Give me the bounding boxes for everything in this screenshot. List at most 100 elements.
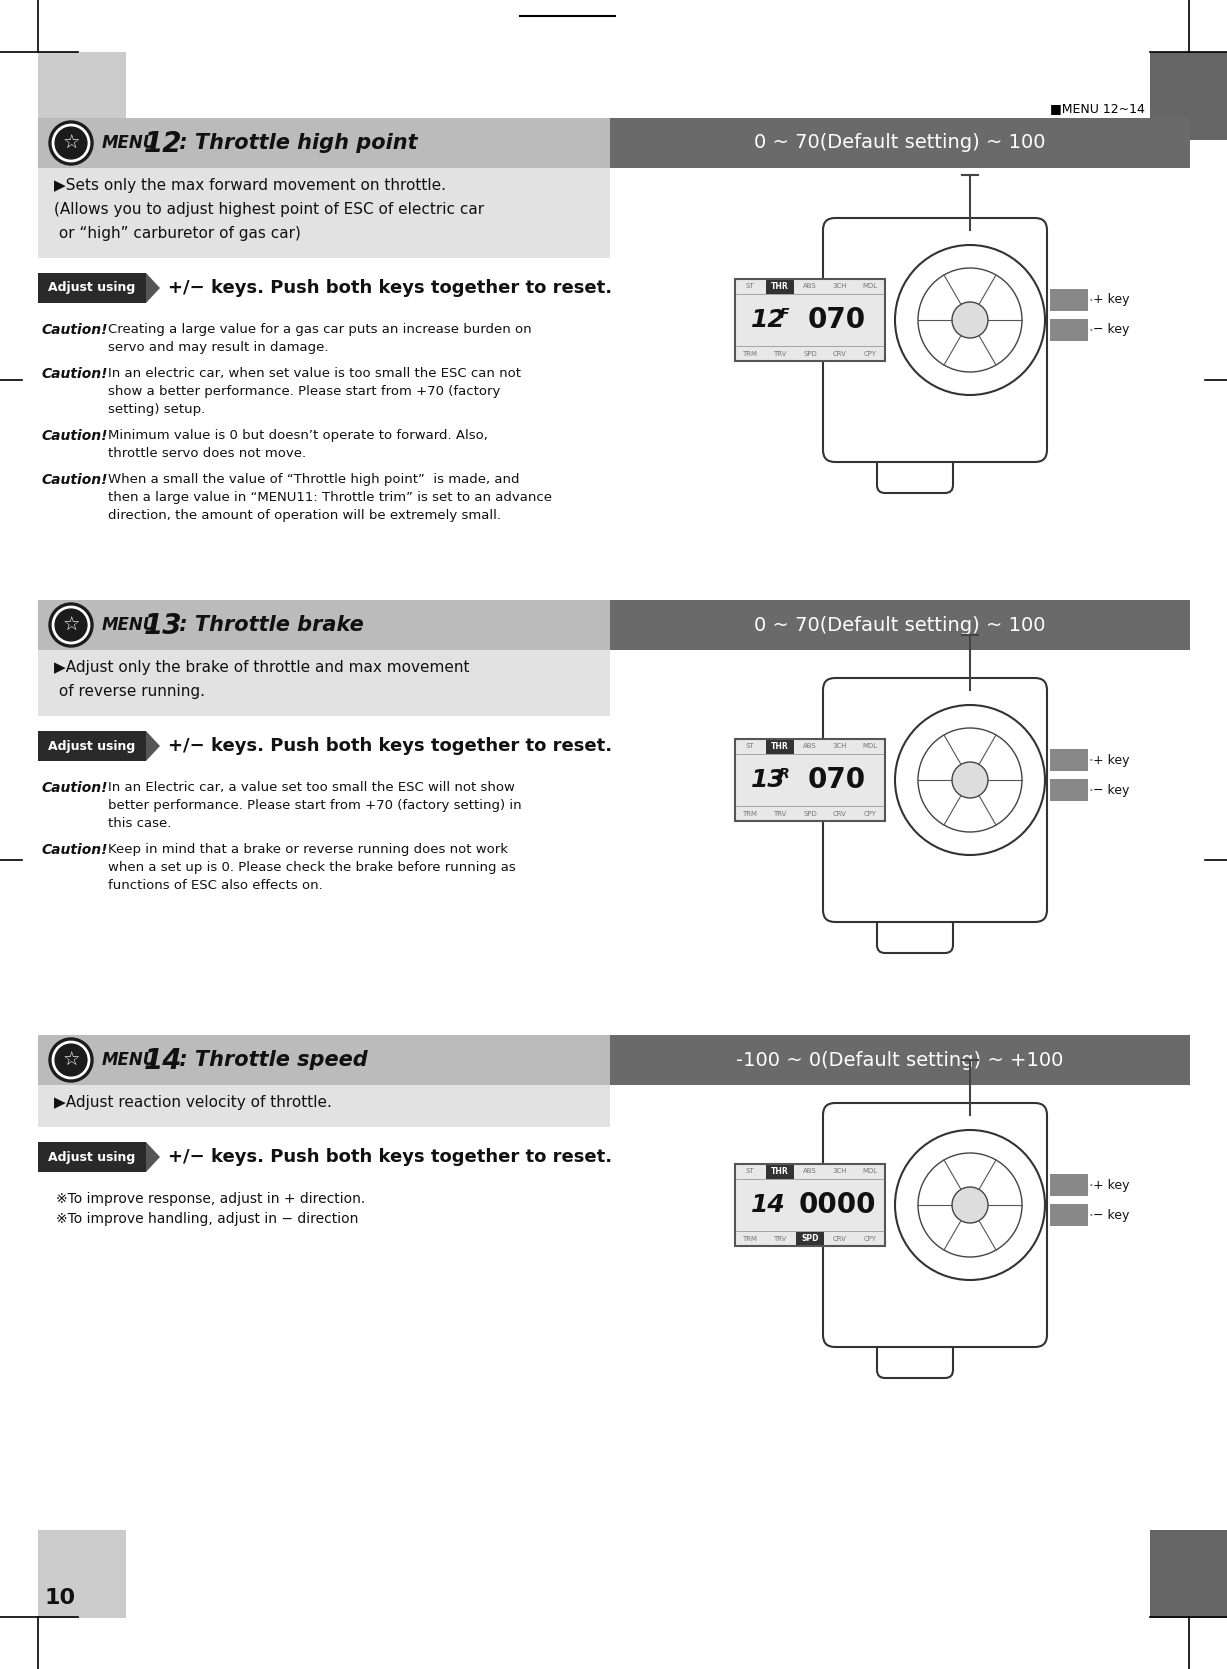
Circle shape bbox=[49, 1038, 93, 1082]
Text: SPD: SPD bbox=[801, 1233, 818, 1243]
Text: 070: 070 bbox=[807, 766, 866, 794]
Text: − key: − key bbox=[1093, 1208, 1129, 1222]
Bar bbox=[38, 599, 610, 649]
Text: R: R bbox=[779, 768, 790, 781]
Text: Adjust using: Adjust using bbox=[48, 739, 136, 753]
Text: show a better performance. Please start from +70 (factory: show a better performance. Please start … bbox=[108, 386, 501, 397]
Text: CPY: CPY bbox=[864, 350, 876, 357]
Circle shape bbox=[894, 704, 1045, 855]
Text: CRV: CRV bbox=[833, 811, 847, 816]
Text: MDL: MDL bbox=[863, 284, 877, 289]
Bar bbox=[735, 739, 885, 821]
Text: better performance. Please start from +70 (factory setting) in: better performance. Please start from +7… bbox=[108, 799, 521, 813]
Bar bbox=[1150, 52, 1227, 140]
Text: ▶Sets only the max forward movement on throttle.: ▶Sets only the max forward movement on t… bbox=[54, 179, 445, 194]
FancyBboxPatch shape bbox=[823, 678, 1047, 921]
Text: ABS: ABS bbox=[804, 284, 817, 289]
Text: (Allows you to adjust highest point of ESC of electric car: (Allows you to adjust highest point of E… bbox=[54, 202, 485, 217]
Text: 070: 070 bbox=[807, 305, 866, 334]
Text: : Throttle brake: : Throttle brake bbox=[172, 614, 363, 634]
Bar bbox=[735, 1163, 885, 1247]
Bar bbox=[766, 280, 794, 294]
Text: Adjust using: Adjust using bbox=[48, 282, 136, 294]
Text: 10: 10 bbox=[44, 1587, 76, 1607]
Bar bbox=[610, 599, 1190, 649]
Text: Adjust using: Adjust using bbox=[48, 1150, 136, 1163]
Text: F: F bbox=[779, 307, 789, 320]
Text: − key: − key bbox=[1093, 324, 1129, 337]
Text: direction, the amount of operation will be extremely small.: direction, the amount of operation will … bbox=[108, 509, 501, 522]
Text: 13: 13 bbox=[144, 613, 183, 639]
FancyBboxPatch shape bbox=[823, 1103, 1047, 1347]
Text: CPY: CPY bbox=[864, 811, 876, 816]
Text: : Throttle speed: : Throttle speed bbox=[172, 1050, 368, 1070]
Bar bbox=[766, 739, 794, 754]
Text: Minimum value is 0 but doesn’t operate to forward. Also,: Minimum value is 0 but doesn’t operate t… bbox=[108, 429, 488, 442]
Text: ☆: ☆ bbox=[63, 1051, 80, 1070]
Text: ▶Adjust only the brake of throttle and max movement: ▶Adjust only the brake of throttle and m… bbox=[54, 659, 470, 674]
Circle shape bbox=[49, 603, 93, 648]
Bar bbox=[1050, 779, 1088, 801]
Text: 14: 14 bbox=[751, 1193, 785, 1217]
FancyBboxPatch shape bbox=[877, 1287, 953, 1379]
Text: this case.: this case. bbox=[108, 818, 172, 829]
Text: +/− keys. Push both keys together to reset.: +/− keys. Push both keys together to res… bbox=[168, 738, 612, 754]
Text: + key: + key bbox=[1093, 294, 1130, 307]
Text: ABS: ABS bbox=[804, 743, 817, 749]
Text: then a large value in “MENU11: Throttle trim” is set to an advance: then a large value in “MENU11: Throttle … bbox=[108, 491, 552, 504]
Text: 3CH: 3CH bbox=[833, 1168, 848, 1175]
Text: ST: ST bbox=[746, 284, 755, 289]
Bar bbox=[1050, 319, 1088, 340]
Text: THR: THR bbox=[771, 282, 789, 290]
Text: CRV: CRV bbox=[833, 1235, 847, 1242]
Text: Caution!: Caution! bbox=[40, 781, 108, 794]
Text: of reverse running.: of reverse running. bbox=[54, 684, 205, 699]
Text: + key: + key bbox=[1093, 1178, 1130, 1192]
Bar bbox=[1050, 1203, 1088, 1227]
Text: +/− keys. Push both keys together to reset.: +/− keys. Push both keys together to res… bbox=[168, 1148, 612, 1167]
Text: CRV: CRV bbox=[833, 350, 847, 357]
Text: throttle servo does not move.: throttle servo does not move. bbox=[108, 447, 306, 461]
Text: 3CH: 3CH bbox=[833, 743, 848, 749]
Text: In an electric car, when set value is too small the ESC can not: In an electric car, when set value is to… bbox=[108, 367, 521, 381]
Text: ABS: ABS bbox=[804, 1168, 817, 1175]
Text: Creating a large value for a gas car puts an increase burden on: Creating a large value for a gas car put… bbox=[108, 324, 531, 335]
Text: − key: − key bbox=[1093, 783, 1129, 796]
Text: 13: 13 bbox=[751, 768, 785, 793]
Text: ※To improve response, adjust in + direction.: ※To improve response, adjust in + direct… bbox=[56, 1192, 366, 1207]
Text: servo and may result in damage.: servo and may result in damage. bbox=[108, 340, 329, 354]
Bar bbox=[1050, 289, 1088, 310]
Bar bbox=[38, 169, 610, 259]
Bar bbox=[610, 1035, 1190, 1085]
Circle shape bbox=[952, 302, 988, 339]
Text: ☆: ☆ bbox=[63, 616, 80, 634]
Text: SPD: SPD bbox=[804, 350, 817, 357]
Text: +/− keys. Push both keys together to reset.: +/− keys. Push both keys together to res… bbox=[168, 279, 612, 297]
Text: THR: THR bbox=[771, 1167, 789, 1177]
Text: MENU: MENU bbox=[102, 134, 157, 152]
Circle shape bbox=[894, 245, 1045, 396]
Text: THR: THR bbox=[771, 743, 789, 751]
Text: or “high” carburetor of gas car): or “high” carburetor of gas car) bbox=[54, 225, 301, 240]
Text: TRV: TRV bbox=[773, 811, 787, 816]
Text: ☆: ☆ bbox=[63, 134, 80, 154]
Text: SPD: SPD bbox=[804, 811, 817, 816]
Text: Keep in mind that a brake or reverse running does not work: Keep in mind that a brake or reverse run… bbox=[108, 843, 508, 856]
Text: When a small the value of “Throttle high point”  is made, and: When a small the value of “Throttle high… bbox=[108, 472, 519, 486]
Bar bbox=[38, 731, 146, 761]
Text: 14: 14 bbox=[144, 1046, 183, 1075]
Text: MDL: MDL bbox=[863, 1168, 877, 1175]
Text: ▶Adjust reaction velocity of throttle.: ▶Adjust reaction velocity of throttle. bbox=[54, 1095, 331, 1110]
Text: MENU: MENU bbox=[102, 1051, 157, 1070]
Circle shape bbox=[918, 1153, 1022, 1257]
Text: In an Electric car, a value set too small the ESC will not show: In an Electric car, a value set too smal… bbox=[108, 781, 515, 794]
Text: ST: ST bbox=[746, 1168, 755, 1175]
FancyBboxPatch shape bbox=[823, 219, 1047, 462]
Polygon shape bbox=[146, 274, 160, 304]
FancyBboxPatch shape bbox=[877, 402, 953, 492]
Text: 12: 12 bbox=[751, 309, 785, 332]
Circle shape bbox=[918, 728, 1022, 833]
Text: -100 ~ 0(Default setting) ~ +100: -100 ~ 0(Default setting) ~ +100 bbox=[736, 1050, 1064, 1070]
Text: MENU: MENU bbox=[102, 616, 157, 634]
Bar bbox=[38, 1530, 126, 1617]
